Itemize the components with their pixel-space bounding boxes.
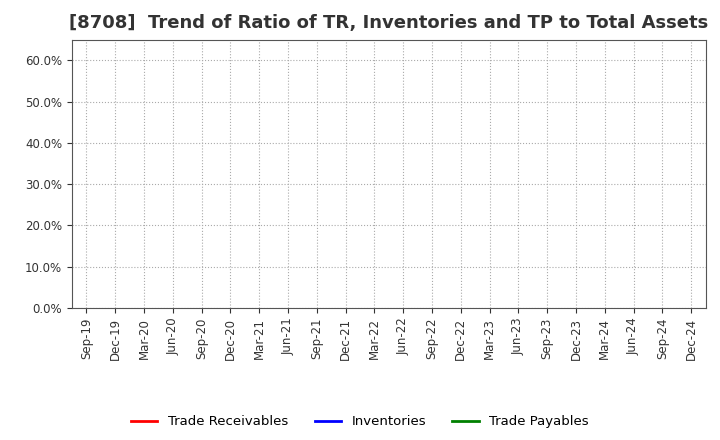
Legend: Trade Receivables, Inventories, Trade Payables: Trade Receivables, Inventories, Trade Pa… [126, 410, 594, 433]
Title: [8708]  Trend of Ratio of TR, Inventories and TP to Total Assets: [8708] Trend of Ratio of TR, Inventories… [69, 15, 708, 33]
